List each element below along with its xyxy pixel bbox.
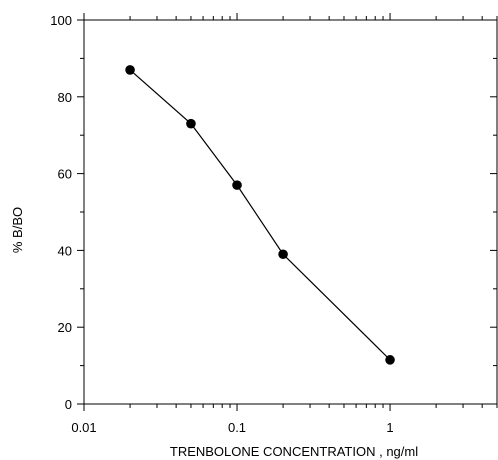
y-tick-label: 80 (58, 90, 72, 105)
data-point (278, 249, 288, 260)
x-axis-ticks: 0.01 0.1 1 (71, 13, 498, 435)
y-axis-ticks: 0 20 40 60 80 100 (50, 13, 497, 412)
series-layer (125, 65, 395, 365)
data-point (232, 180, 242, 190)
y-axis-label: % B/BO (10, 207, 25, 253)
x-tick-label: 1 (386, 420, 393, 435)
data-point (186, 118, 196, 129)
x-tick-label: 0.1 (228, 420, 246, 435)
y-tick-label: 20 (58, 320, 72, 335)
series-line (129, 69, 391, 361)
plot-frame (83, 19, 498, 405)
y-tick-label: 40 (58, 243, 72, 258)
data-point (125, 65, 135, 75)
y-tick-label: 0 (65, 397, 72, 412)
y-tick-label: 100 (50, 13, 72, 28)
x-tick-label: 0.01 (71, 420, 96, 435)
data-point (385, 355, 395, 365)
y-tick-label: 60 (58, 167, 72, 182)
x-axis-label: TRENBOLONE CONCENTRATION , ng/ml (170, 444, 418, 459)
